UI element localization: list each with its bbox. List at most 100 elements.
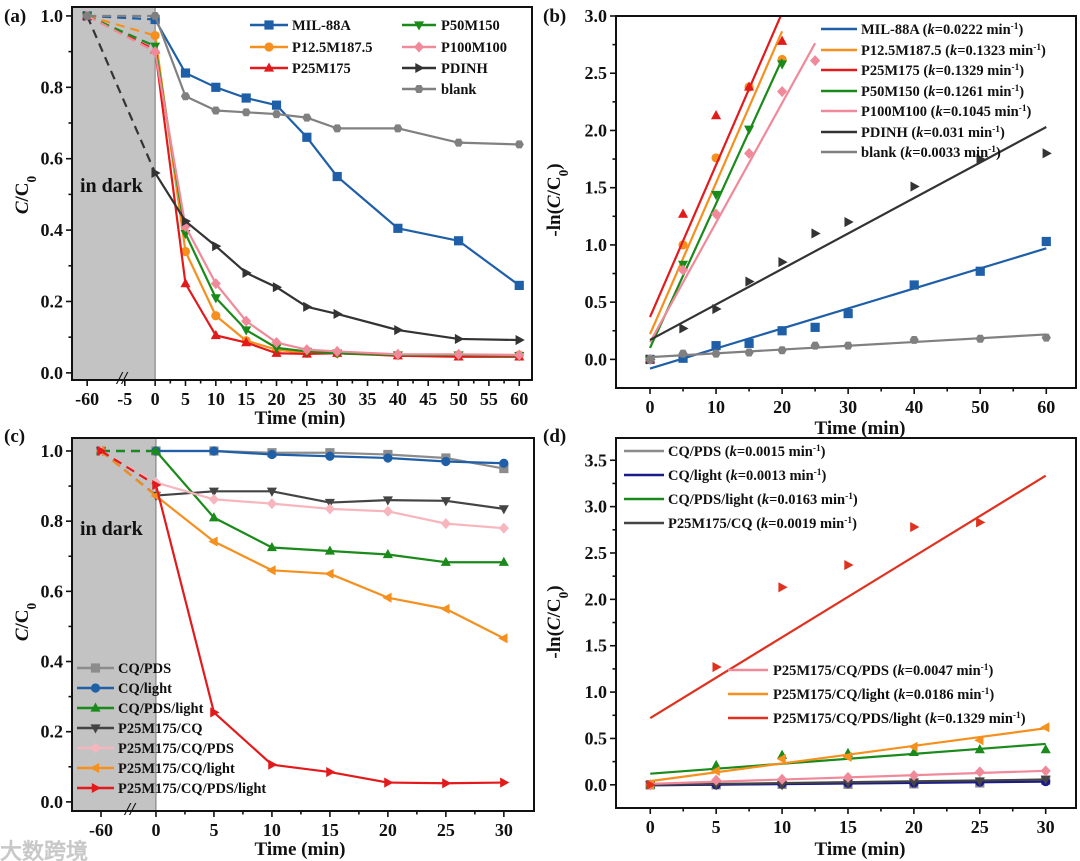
series-line-segment — [185, 95, 217, 112]
data-point — [150, 11, 160, 20]
y-tick-label: 0.0 — [585, 349, 608, 369]
fit-line — [649, 30, 784, 335]
series-line-segment — [245, 329, 278, 349]
data-point — [975, 334, 985, 343]
series-line-segment — [271, 490, 331, 504]
series-line-segment — [271, 763, 331, 774]
text-part: ) — [544, 163, 565, 169]
series-line-segment — [86, 14, 156, 37]
data-point — [301, 344, 312, 356]
y-tick-label: 2.0 — [585, 120, 608, 140]
y-tick-label: 2.5 — [585, 543, 608, 563]
series-line-segment — [155, 495, 215, 543]
legend-item: blank — [402, 82, 477, 98]
data-point — [514, 280, 524, 291]
data-point — [241, 93, 251, 103]
legend-label: blank — [441, 82, 477, 98]
series-blank — [645, 333, 1051, 364]
text-part: 0 — [24, 175, 39, 182]
series-line-segment — [184, 251, 217, 317]
text-part: =0.031 min — [923, 125, 992, 141]
data-point — [777, 35, 788, 45]
series-line-segment — [305, 136, 339, 178]
series-line-segment — [445, 499, 505, 510]
data-point — [645, 355, 655, 364]
legend-label: P50M150 (k=0.1261 min-1) — [861, 84, 1024, 100]
text-part: k — [897, 663, 905, 679]
series-p100m100 — [644, 42, 821, 365]
data-point — [710, 110, 722, 120]
series-cq-light — [96, 446, 509, 468]
y-tick-label: 3.0 — [585, 497, 608, 517]
series-line-segment — [213, 540, 273, 572]
data-point — [711, 349, 721, 358]
series-line-segment — [155, 481, 215, 501]
data-point — [1040, 722, 1050, 733]
x-tick-label: 10 — [263, 820, 281, 840]
data-point — [498, 505, 509, 515]
y-tick-label: 1.0 — [41, 441, 64, 461]
series-line-segment — [387, 453, 446, 460]
y-tick-label: 0.4 — [41, 652, 64, 672]
text-part: ) — [1019, 63, 1024, 79]
series-mil-88a — [82, 11, 524, 291]
data-point — [382, 496, 393, 506]
text-part: P25M175/CQ — [668, 516, 753, 532]
text-part: -1 — [1033, 43, 1041, 53]
data-point — [677, 264, 689, 276]
legend-label: P12.5M187.5 — [292, 40, 373, 56]
data-point — [744, 147, 755, 159]
data-point — [324, 503, 335, 515]
data-point — [271, 344, 282, 354]
x-tick-label: -60 — [89, 820, 113, 840]
text-part: P25M175 — [292, 61, 351, 77]
legend-label: P12.5M187.5 (k=0.1323 min-1) — [861, 43, 1046, 59]
legend-label: P100M100 — [441, 40, 507, 56]
fit-line — [649, 474, 1047, 719]
legend-item: MIL-88A (k=0.0222 min-1) — [821, 22, 1024, 38]
data-point — [210, 294, 221, 304]
text-part: P25M175/CQ/PDS — [118, 741, 234, 757]
y-tick-label: 1.5 — [585, 636, 608, 656]
y-tick-label: 0.0 — [41, 363, 64, 383]
data-point — [974, 744, 985, 754]
legend-label: P25M175/CQ/light — [118, 761, 235, 777]
data-point — [211, 106, 221, 115]
text-part: ) — [996, 145, 1001, 161]
data-point — [442, 778, 452, 789]
x-axis-label: Time (min) — [815, 839, 906, 860]
series-line-segment — [458, 337, 520, 342]
legend-marker — [90, 683, 101, 693]
legend-label: MIL-88A (k=0.0222 min-1) — [861, 22, 1024, 38]
x-tick-label: 20 — [268, 389, 286, 409]
text-part: =0.1045 min — [943, 104, 1019, 120]
x-tick-label: 25 — [298, 389, 316, 409]
legend-item: P12.5M187.5 (k=0.1323 min-1) — [821, 43, 1046, 59]
series-line-segment — [329, 572, 389, 599]
text-part: ) — [821, 444, 826, 460]
text-part: ( — [890, 687, 899, 703]
data-point — [180, 92, 191, 101]
plot-area — [95, 445, 510, 789]
text-part: k — [928, 63, 936, 79]
data-point — [271, 110, 282, 119]
series-line-segment — [275, 104, 308, 139]
text-part: ( — [721, 444, 730, 460]
series-line-segment — [154, 15, 187, 97]
data-point — [209, 446, 219, 456]
text-part: ( — [920, 84, 929, 100]
text-part: MIL-88A — [292, 18, 351, 34]
text-part: PDINH — [861, 125, 908, 141]
series-line-segment — [336, 312, 399, 332]
data-point — [208, 487, 219, 497]
legend-item: P25M175/CQ/PDS — [77, 741, 234, 757]
data-point — [393, 223, 403, 233]
x-tick-label: 60 — [510, 389, 528, 409]
text-part: =0.0019 min — [768, 516, 844, 532]
legend-item: P25M175/CQ — [77, 721, 203, 737]
series-line-segment — [184, 226, 217, 285]
data-point — [271, 100, 282, 110]
series-line-segment — [215, 109, 247, 114]
text-part: -1 — [1011, 22, 1019, 32]
text-part: P12.5M187.5 — [861, 43, 942, 59]
